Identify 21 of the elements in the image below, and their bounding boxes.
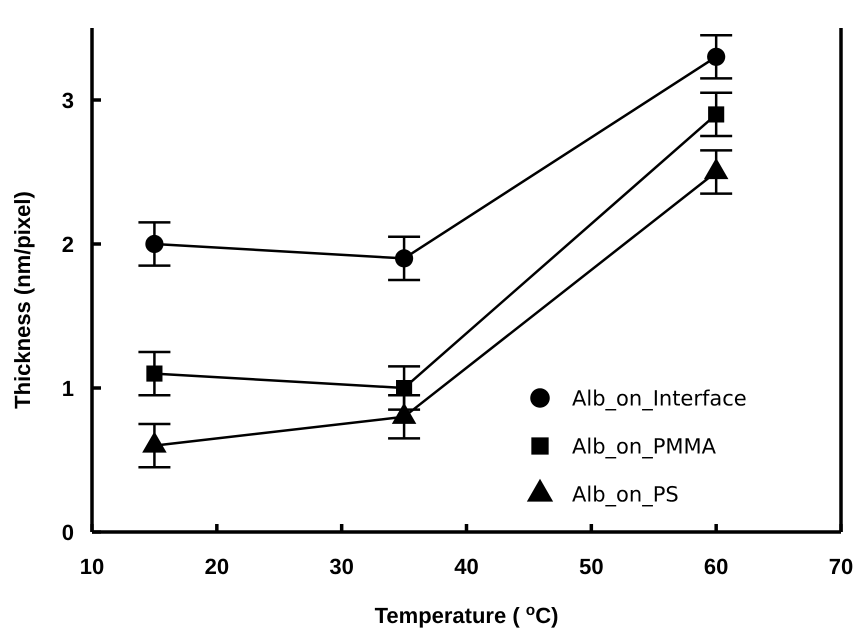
point <box>394 249 414 268</box>
x-axis-title: Temperature ( $^{o}$C) <box>374 602 558 628</box>
y-tick-label: 1 <box>62 376 74 401</box>
y-tick-label: 0 <box>62 520 74 545</box>
x-tick-label: 10 <box>80 554 104 579</box>
y-tick-label: 2 <box>62 232 74 257</box>
point <box>145 234 164 254</box>
point <box>708 106 724 122</box>
x-tick-label: 20 <box>204 554 230 579</box>
point <box>146 366 162 382</box>
x-tick-label: 40 <box>454 554 479 579</box>
y-tick-label: 3 <box>62 88 74 113</box>
y-axis-title: Thickness (nm/pixel) <box>10 191 35 409</box>
legend-label: Alb_on_PMMA <box>572 434 717 459</box>
point <box>707 48 726 66</box>
x-tick-label: 70 <box>828 554 854 579</box>
legend-label: Alb_on_PS <box>572 482 679 507</box>
x-tick-label: 50 <box>579 554 604 579</box>
x-tick-label: 30 <box>329 554 354 579</box>
legend-label: Alb_on_Interface <box>572 386 747 411</box>
x-tick-label: 60 <box>704 554 728 579</box>
